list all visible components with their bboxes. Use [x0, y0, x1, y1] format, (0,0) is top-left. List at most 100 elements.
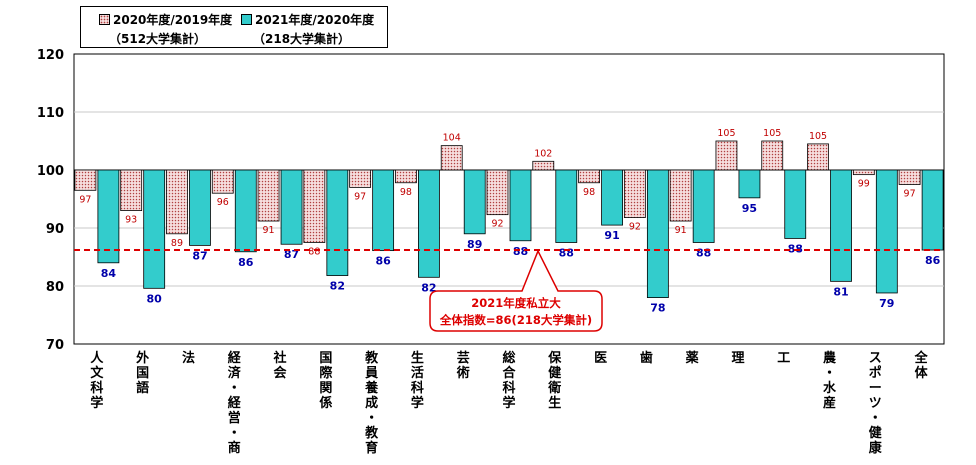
- data-label-2021: 88: [696, 247, 711, 260]
- legend-item-2021: 2021年度/2020年度: [241, 11, 374, 28]
- y-axis: 70 80 90 100 110 120: [37, 48, 64, 353]
- legend-item-2020: 2020年度/2019年度: [99, 11, 232, 28]
- bar-2021: [418, 169, 440, 278]
- legend: 2020年度/2019年度 2021年度/2020年度 （512大学集計） （2…: [80, 6, 388, 48]
- x-tick-label: 生活科学: [411, 350, 424, 411]
- data-label-2020: 91: [263, 225, 275, 236]
- data-label-2021: 82: [330, 280, 345, 293]
- y-tick-label: 120: [37, 48, 64, 63]
- data-label-2020: 93: [125, 215, 137, 226]
- reference-callout-box: [429, 249, 603, 332]
- x-tick-label: 医: [594, 351, 607, 366]
- data-label-2021: 84: [101, 267, 117, 280]
- x-tick-label: 教員養成・教育: [364, 350, 379, 456]
- data-label-2020: 105: [717, 128, 735, 139]
- bar-2020: [761, 140, 784, 171]
- bar-2021: [234, 169, 257, 253]
- bar-2021: [830, 169, 852, 282]
- bar-2021: [875, 169, 898, 294]
- bar-2020: [211, 169, 234, 194]
- legend-sub-2021: （218大学集計）: [253, 32, 351, 46]
- x-tick-label: 国際関係: [319, 351, 333, 411]
- bar-2020: [715, 140, 738, 171]
- bar-2021: [692, 169, 715, 243]
- legend-sub-2020: （512大学集計）: [109, 32, 207, 46]
- x-tick-label: 全体: [914, 350, 929, 381]
- data-label-2020: 105: [763, 128, 781, 139]
- x-tick-label: 薬: [685, 350, 700, 366]
- reference-callout-line2: 全体指数=86(218大学集計): [439, 313, 592, 327]
- bar-2021: [280, 169, 303, 245]
- bar-2020: [166, 169, 188, 235]
- data-label-2020: 92: [491, 219, 503, 230]
- y-tick-label: 70: [46, 338, 64, 353]
- data-label-2020: 97: [79, 194, 91, 205]
- x-tick-label: 外国語: [135, 350, 149, 396]
- bars: [74, 140, 944, 298]
- data-label-2021: 87: [192, 249, 207, 262]
- bar-2021: [646, 169, 669, 298]
- bar-2020: [807, 143, 829, 171]
- bar-2020: [120, 169, 143, 211]
- data-label-2021: 88: [788, 242, 803, 255]
- y-tick-label: 110: [37, 106, 64, 121]
- data-label-2020: 97: [354, 191, 366, 202]
- x-tick-label: 法: [182, 350, 195, 366]
- reference-callout-line1: 2021年度私立大: [471, 296, 561, 310]
- y-tick-label: 100: [37, 164, 64, 179]
- bar-2020: [578, 169, 600, 184]
- bar-2021: [463, 169, 486, 235]
- data-label-2020: 104: [443, 133, 461, 144]
- bar-2021: [784, 169, 807, 239]
- bar-2020: [623, 169, 646, 218]
- data-label-2020: 89: [171, 238, 183, 249]
- legend-swatch-teal: [241, 14, 252, 25]
- x-tick-label: 社会: [273, 350, 288, 381]
- data-label-2020: 102: [534, 148, 552, 159]
- data-label-2021: 87: [284, 248, 299, 261]
- bar-2021: [921, 169, 944, 251]
- bar-2021: [143, 169, 166, 289]
- data-label-2021: 88: [513, 245, 528, 258]
- bar-2020: [852, 169, 875, 176]
- x-tick-label: 保健衛生: [547, 350, 562, 411]
- legend-label-2021: 2021年度/2020年度: [255, 13, 375, 27]
- x-tick-label: 総合科学: [502, 350, 516, 411]
- data-label-2021: 89: [467, 238, 482, 251]
- bar-2020: [395, 169, 417, 184]
- y-tick-label: 80: [46, 280, 64, 295]
- bar-2020: [303, 169, 326, 243]
- data-label-2021: 78: [650, 302, 665, 315]
- x-tick-label: 理: [731, 351, 744, 366]
- data-label-2020: 88: [308, 247, 320, 258]
- data-label-2021: 86: [925, 254, 941, 267]
- data-label-2021: 82: [421, 281, 436, 294]
- x-tick-label: スポーツ・健康: [869, 351, 883, 456]
- data-label-2020: 98: [583, 187, 595, 198]
- bar-2020: [669, 169, 692, 222]
- bar-2020: [532, 160, 555, 171]
- bar-2020: [898, 169, 921, 185]
- bar-2020: [257, 169, 280, 222]
- bar-2021: [189, 169, 211, 246]
- data-label-2021: 91: [604, 229, 619, 242]
- data-label-2021: 79: [879, 297, 894, 310]
- data-label-2020: 92: [629, 222, 641, 233]
- data-label-2020: 97: [904, 189, 916, 200]
- bar-2021: [601, 169, 623, 226]
- x-tick-label: 工: [777, 351, 790, 366]
- data-label-2020: 98: [400, 187, 412, 198]
- bar-2021: [509, 169, 532, 242]
- data-label-2021: 80: [147, 292, 163, 305]
- data-label-2020: 99: [858, 179, 870, 190]
- data-label-2020: 105: [809, 131, 827, 142]
- data-label-2021: 81: [833, 285, 848, 298]
- x-tick-label: 経済・経営・商: [228, 350, 242, 456]
- bar-2021: [97, 169, 120, 264]
- bar-2020: [349, 169, 372, 188]
- x-tick-label: 農・水産: [823, 350, 837, 411]
- data-label-2021: 86: [375, 255, 391, 268]
- x-axis: 人文科学 外国語 法 経済・経営・商 社会 国際関係 教員養成・教育 生活科学 芸術 総合科学 保健…: [90, 350, 928, 456]
- bar-2021: [738, 169, 761, 199]
